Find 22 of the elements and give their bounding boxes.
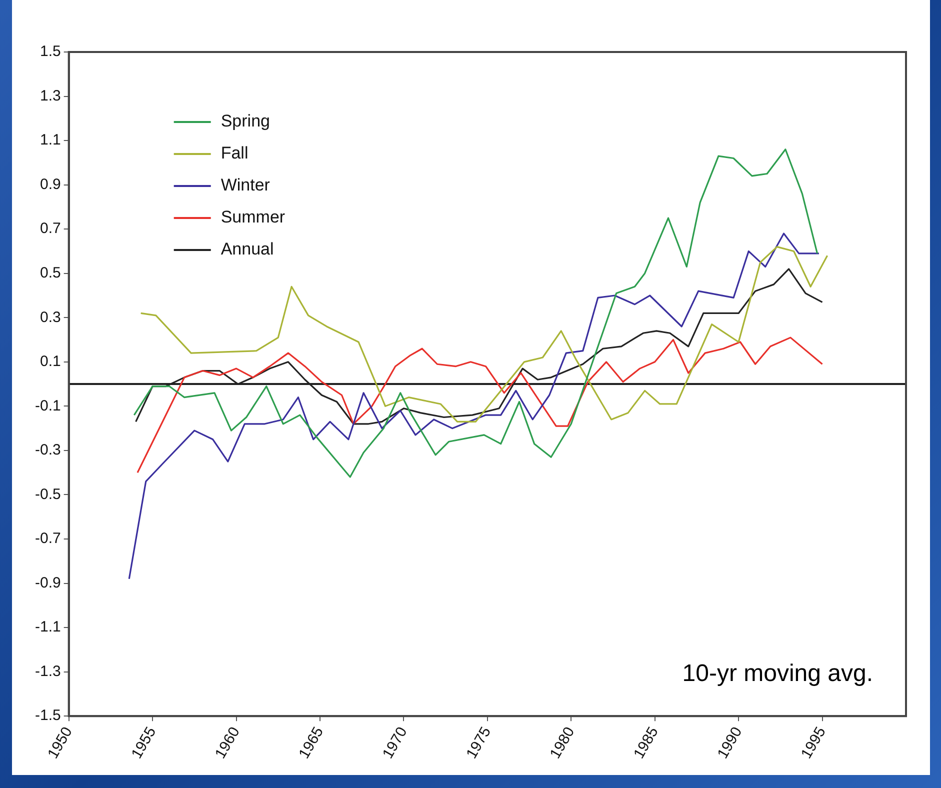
y-tick-label: 1.1: [40, 132, 61, 149]
y-tick-label: 0.9: [40, 176, 61, 193]
y-tick-label: 0.1: [40, 353, 61, 370]
y-tick-label: -0.9: [34, 574, 61, 592]
y-tick-label: 0.5: [40, 264, 61, 282]
legend-label: Spring: [220, 112, 270, 131]
y-tick-label: -0.3: [34, 442, 61, 459]
y-tick-label: -1.1: [34, 618, 61, 636]
y-tick-label: 0.7: [40, 220, 61, 238]
legend-label: Winter: [220, 176, 270, 195]
y-tick-label: -0.5: [34, 486, 61, 503]
y-tick-label: 0.3: [40, 308, 61, 326]
y-tick-label: -1.5: [34, 707, 61, 724]
legend-label: Annual: [220, 240, 274, 259]
annotation: 10-yr moving avg.: [682, 660, 873, 688]
y-tick-label: 1.5: [40, 43, 61, 60]
y-tick-label: -1.3: [34, 662, 61, 680]
y-tick-label: 1.3: [40, 87, 61, 104]
y-tick-label: -0.1: [34, 397, 61, 414]
y-tick-label: -0.7: [34, 530, 61, 548]
legend-label: Fall: [220, 144, 248, 163]
legend-label: Summer: [220, 208, 286, 227]
